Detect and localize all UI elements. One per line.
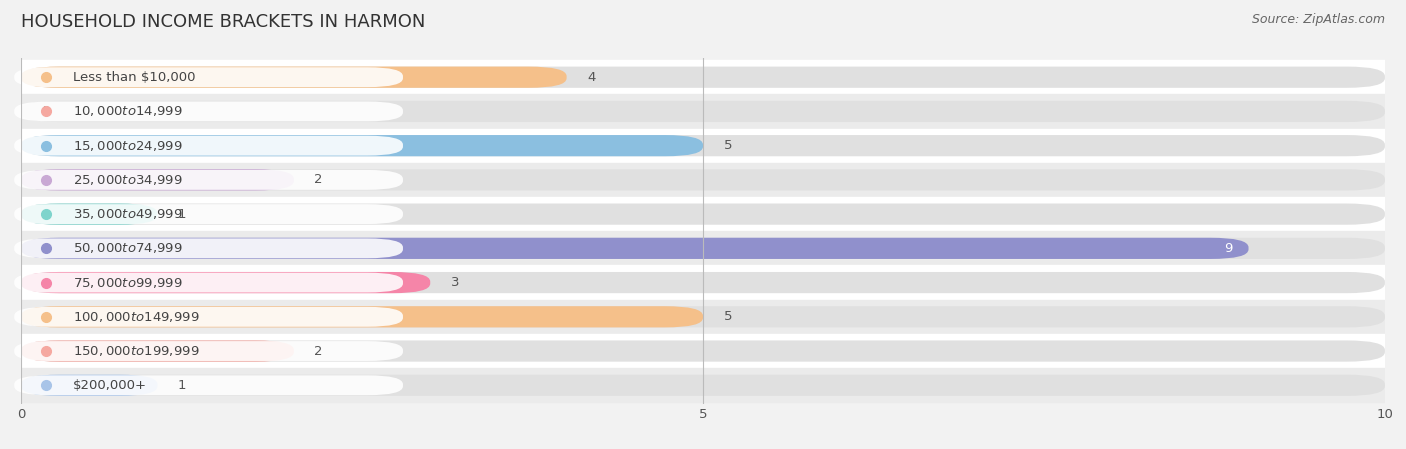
Text: HOUSEHOLD INCOME BRACKETS IN HARMON: HOUSEHOLD INCOME BRACKETS IN HARMON — [21, 13, 426, 31]
Text: 2: 2 — [315, 344, 323, 357]
FancyBboxPatch shape — [14, 307, 404, 327]
FancyBboxPatch shape — [14, 170, 404, 190]
FancyBboxPatch shape — [21, 135, 703, 156]
FancyBboxPatch shape — [14, 101, 404, 121]
Text: $50,000 to $74,999: $50,000 to $74,999 — [73, 242, 183, 255]
FancyBboxPatch shape — [21, 169, 1385, 190]
Text: $35,000 to $49,999: $35,000 to $49,999 — [73, 207, 183, 221]
FancyBboxPatch shape — [21, 135, 1385, 156]
Text: 9: 9 — [1223, 242, 1232, 255]
Bar — [21, 231, 1385, 265]
Text: $75,000 to $99,999: $75,000 to $99,999 — [73, 276, 183, 290]
Text: 5: 5 — [724, 139, 733, 152]
Bar — [21, 128, 1385, 163]
FancyBboxPatch shape — [21, 203, 157, 225]
FancyBboxPatch shape — [21, 238, 1249, 259]
FancyBboxPatch shape — [21, 169, 294, 190]
Text: 2: 2 — [315, 173, 323, 186]
FancyBboxPatch shape — [14, 67, 404, 87]
FancyBboxPatch shape — [21, 340, 1385, 361]
FancyBboxPatch shape — [14, 341, 404, 361]
FancyBboxPatch shape — [21, 66, 567, 88]
Text: $200,000+: $200,000+ — [73, 379, 146, 392]
FancyBboxPatch shape — [14, 204, 404, 224]
FancyBboxPatch shape — [21, 238, 1385, 259]
Text: 4: 4 — [588, 70, 596, 84]
FancyBboxPatch shape — [21, 340, 294, 361]
Bar — [21, 334, 1385, 368]
Bar — [21, 299, 1385, 334]
Text: $100,000 to $149,999: $100,000 to $149,999 — [73, 310, 200, 324]
Text: Source: ZipAtlas.com: Source: ZipAtlas.com — [1251, 13, 1385, 26]
Bar — [21, 94, 1385, 128]
FancyBboxPatch shape — [21, 374, 157, 396]
Text: 3: 3 — [451, 276, 460, 289]
Text: 0: 0 — [42, 105, 51, 118]
FancyBboxPatch shape — [21, 66, 1385, 88]
Bar — [21, 368, 1385, 402]
FancyBboxPatch shape — [21, 272, 1385, 293]
FancyBboxPatch shape — [14, 136, 404, 156]
FancyBboxPatch shape — [21, 272, 430, 293]
Text: 1: 1 — [179, 207, 187, 220]
FancyBboxPatch shape — [14, 238, 404, 258]
Text: $15,000 to $24,999: $15,000 to $24,999 — [73, 139, 183, 153]
FancyBboxPatch shape — [21, 203, 1385, 225]
FancyBboxPatch shape — [21, 306, 703, 327]
FancyBboxPatch shape — [21, 101, 1385, 122]
Bar — [21, 163, 1385, 197]
Text: $150,000 to $199,999: $150,000 to $199,999 — [73, 344, 200, 358]
Text: Less than $10,000: Less than $10,000 — [73, 70, 195, 84]
FancyBboxPatch shape — [14, 375, 404, 395]
Bar — [21, 197, 1385, 231]
FancyBboxPatch shape — [14, 273, 404, 292]
Bar — [21, 265, 1385, 299]
Text: $25,000 to $34,999: $25,000 to $34,999 — [73, 173, 183, 187]
FancyBboxPatch shape — [21, 306, 1385, 327]
Text: 5: 5 — [724, 310, 733, 323]
FancyBboxPatch shape — [21, 374, 1385, 396]
Text: $10,000 to $14,999: $10,000 to $14,999 — [73, 105, 183, 119]
Text: 1: 1 — [179, 379, 187, 392]
Bar — [21, 60, 1385, 94]
